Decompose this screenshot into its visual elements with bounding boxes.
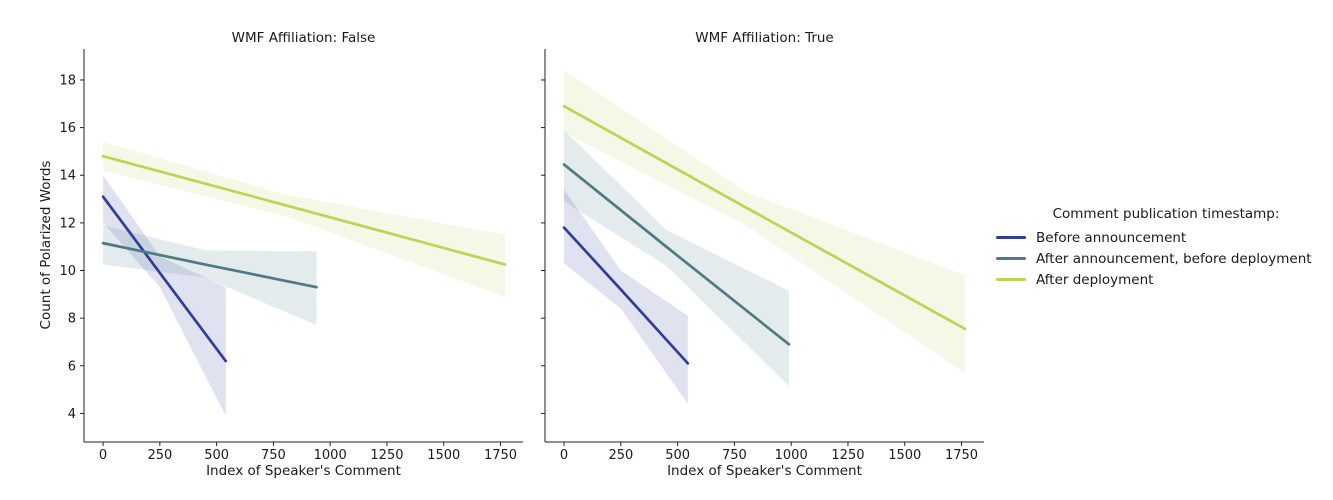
legend-line-swatch-after-deployment [996, 277, 1026, 282]
ci-band [564, 129, 789, 387]
x-tick-label: 1000 [775, 448, 808, 463]
y-tick-label: 12 [59, 216, 76, 231]
legend-item: Before announcement [996, 227, 1333, 248]
regression-line [562, 226, 690, 365]
y-tick-label: 6 [68, 359, 76, 374]
x-tick-label: 500 [665, 448, 690, 463]
y-tick-label: 14 [59, 169, 76, 184]
ci-band [103, 175, 226, 416]
x-tick-label: 750 [261, 448, 286, 463]
facet-title-false: WMF Affiliation: False [231, 30, 376, 46]
legend-title: Comment publication timestamp: [1052, 206, 1280, 222]
legend-entry-label: Before announcement [1036, 229, 1187, 246]
y-tick-label: 10 [59, 264, 76, 279]
y-tick-label: 4 [68, 407, 76, 422]
x-tick-label: 1000 [314, 448, 347, 463]
regression-line [562, 104, 967, 331]
y-tick-label: 8 [68, 312, 76, 327]
legend-item: After announcement, before deployment [996, 248, 1333, 269]
x-tick-label: 500 [204, 448, 229, 463]
x-axis-label-right: Index of Speaker's Comment [667, 463, 862, 479]
legend-entry-label: After announcement, before deployment [1036, 250, 1312, 267]
x-tick-label: 1750 [945, 448, 978, 463]
legend-entry-label: After deployment [1036, 271, 1154, 288]
legend-line-swatch-before-announcement [996, 235, 1026, 240]
x-tick-label: 0 [560, 448, 568, 463]
legend: Comment publication timestamp: Before an… [996, 206, 1333, 290]
y-tick-label: 16 [59, 121, 76, 136]
ci-band [103, 141, 506, 297]
x-axis-label-left: Index of Speaker's Comment [206, 463, 401, 479]
x-tick-label: 750 [722, 448, 747, 463]
x-tick-label: 1500 [427, 448, 460, 463]
ci-band [564, 70, 965, 373]
y-tick-label: 18 [59, 73, 76, 88]
regression-line [101, 241, 318, 289]
x-tick-label: 0 [99, 448, 107, 463]
legend-line-swatch-after-announcement [996, 256, 1026, 261]
x-tick-label: 1750 [484, 448, 517, 463]
regression-line [562, 163, 791, 346]
facet-title-true: WMF Affiliation: True [695, 30, 834, 46]
ci-band [103, 225, 317, 326]
regression-line [101, 154, 507, 266]
x-tick-label: 250 [147, 448, 172, 463]
y-axis-label: Count of Polarized Words [38, 160, 54, 330]
x-tick-label: 1250 [370, 448, 403, 463]
regression-line [101, 195, 228, 363]
legend-item: After deployment [996, 269, 1333, 290]
x-tick-label: 250 [608, 448, 633, 463]
x-tick-label: 1500 [888, 448, 921, 463]
x-tick-label: 1250 [831, 448, 864, 463]
